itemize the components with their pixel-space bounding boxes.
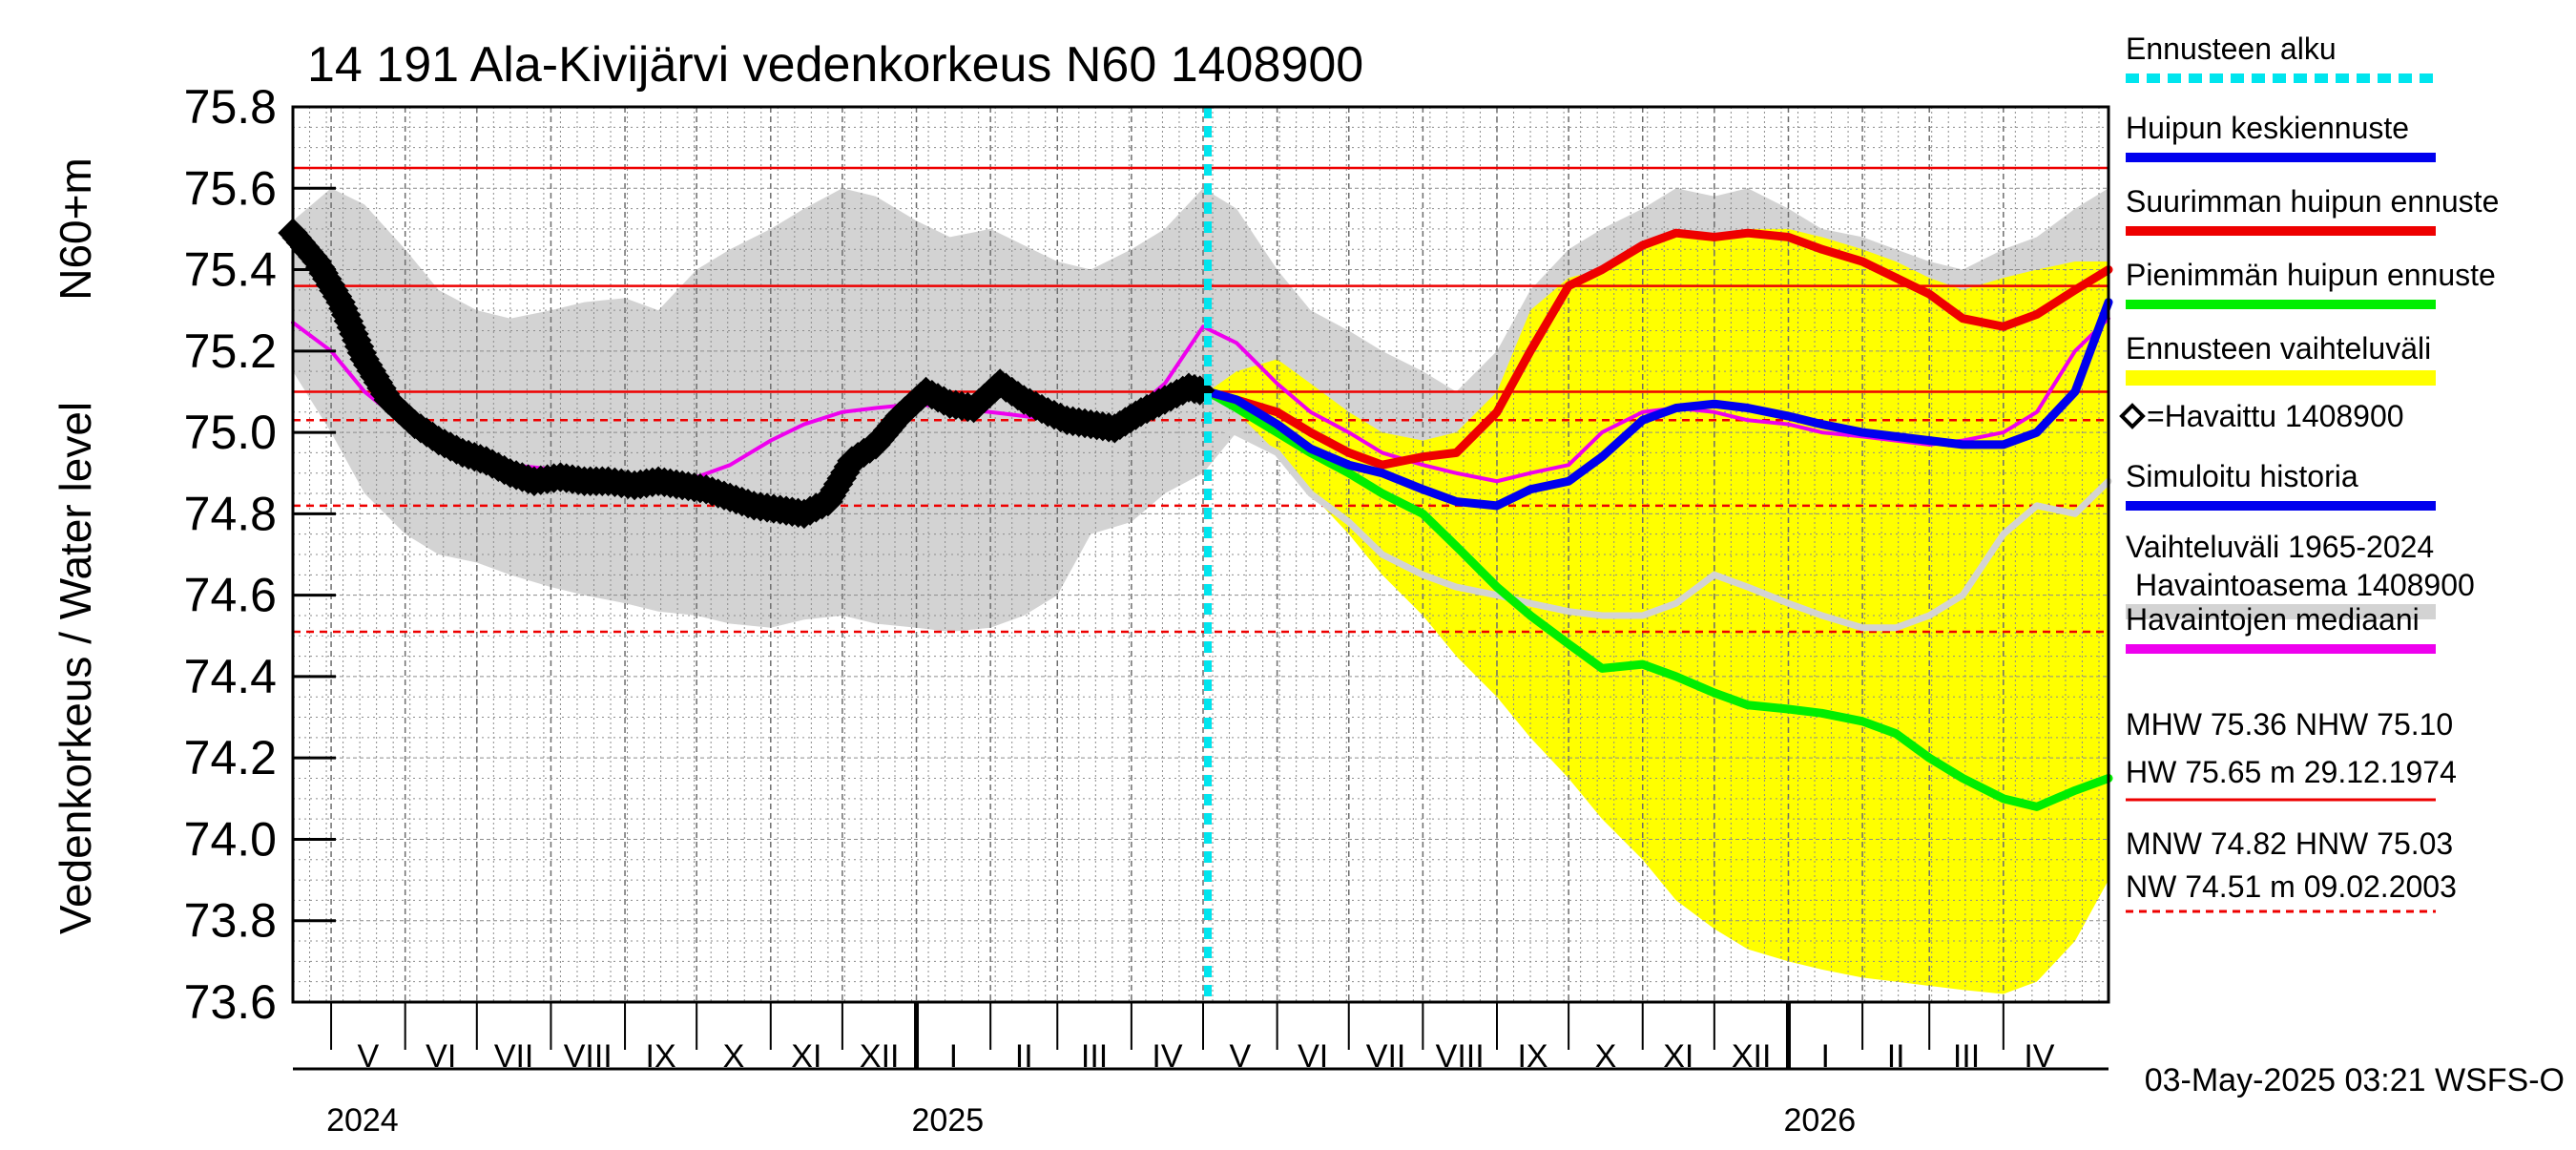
series-historical-min-trace xyxy=(1204,421,2112,632)
legend-label: Vaihteluväli 1965-2024 xyxy=(2126,530,2434,564)
x-month-label: I xyxy=(949,1038,958,1075)
x-month-label: VII xyxy=(494,1038,534,1075)
y-tick-label: 74.8 xyxy=(184,487,277,540)
x-month-label: XII xyxy=(860,1038,900,1075)
legend-label: Suurimman huipun ennuste xyxy=(2126,184,2499,219)
x-month-label: II xyxy=(1015,1038,1033,1075)
legend-label: Havaintojen mediaani xyxy=(2126,602,2420,637)
legend-label: Huipun keskiennuste xyxy=(2126,111,2409,145)
x-year-label: 2025 xyxy=(912,1102,985,1139)
y-tick-label: 74.4 xyxy=(184,650,277,703)
y-tick-label: 75.6 xyxy=(184,161,277,215)
x-month-label: X xyxy=(723,1038,745,1075)
x-month-label: IV xyxy=(2024,1038,2054,1075)
plot-frame xyxy=(291,105,2110,1004)
y-tick-label: 74.2 xyxy=(184,731,277,784)
axes: 73.6 73.8 74.0 74.2 74.4 74.6 74.8 75.0 75.2 75.4… xyxy=(184,80,2110,1139)
legend-label: Havaintoasema 1408900 xyxy=(2135,568,2475,602)
stats-low-2: NW 74.51 m 09.02.2003 xyxy=(2126,869,2457,904)
legend-label: Pienimmän huipun ennuste xyxy=(2126,258,2496,292)
x-month-label: V xyxy=(1229,1038,1251,1075)
x-month-label: I xyxy=(1821,1038,1830,1075)
y-tick-label: 75.0 xyxy=(184,406,277,459)
series-min-peak-forecast xyxy=(1203,387,2113,811)
legend-label: Simuloitu historia xyxy=(2126,459,2358,493)
y-tick-label: 75.4 xyxy=(184,243,277,297)
legend-observed-marker xyxy=(2119,403,2146,429)
y-axis-title: Vedenkorkeus / Water level xyxy=(51,402,100,934)
x-month-label: XI xyxy=(791,1038,821,1075)
x-month-label: VII xyxy=(1366,1038,1406,1075)
x-month-label: XI xyxy=(1663,1038,1693,1075)
footer-timestamp: 03-May-2025 03:21 WSFS-O xyxy=(2145,1062,2565,1098)
y-tick-label: 73.6 xyxy=(184,975,277,1029)
legend-label: =Havaittu 1408900 xyxy=(2147,399,2404,433)
y-tick-label: 74.0 xyxy=(184,812,277,866)
x-month-label: II xyxy=(1887,1038,1905,1075)
y-tick-label: 75.2 xyxy=(184,324,277,378)
x-month-label: III xyxy=(1953,1038,1980,1075)
series-mean-peak-forecast xyxy=(1203,298,2113,511)
x-month-label: VI xyxy=(426,1038,456,1075)
x-month-label: VIII xyxy=(564,1038,613,1075)
x-month-label: IX xyxy=(1517,1038,1548,1075)
x-month-label: III xyxy=(1081,1038,1108,1075)
x-month-label: VI xyxy=(1298,1038,1328,1075)
stats-high-2: HW 75.65 m 29.12.1974 xyxy=(2126,755,2457,789)
x-month-label: V xyxy=(358,1038,380,1075)
series-max-peak-forecast xyxy=(1203,228,2113,470)
legend-label: Ennusteen vaihteluväli xyxy=(2126,331,2431,366)
plot-area xyxy=(278,106,2113,1003)
y-tick-label: 75.8 xyxy=(184,80,277,134)
legend-label: Ennusteen alku xyxy=(2126,31,2337,66)
stats-low-1: MNW 74.82 HNW 75.03 xyxy=(2126,826,2453,861)
x-month-label: IV xyxy=(1152,1038,1182,1075)
x-month-label: XII xyxy=(1732,1038,1772,1075)
legend: Ennusteen alku Huipun keskiennuste Suurimm… xyxy=(2119,31,2499,913)
x-year-label: 2026 xyxy=(1783,1102,1856,1139)
x-month-label: IX xyxy=(646,1038,676,1075)
x-year-label: 2024 xyxy=(326,1102,399,1139)
chart-title: 14 191 Ala-Kivijärvi vedenkorkeus N60 14… xyxy=(307,37,1363,93)
x-month-label: X xyxy=(1595,1038,1617,1075)
y-axis-unit: N60+m xyxy=(51,157,100,301)
x-month-label: VIII xyxy=(1436,1038,1485,1075)
stats-high-1: MHW 75.36 NHW 75.10 xyxy=(2126,707,2453,742)
y-tick-label: 74.6 xyxy=(184,569,277,622)
y-tick-label: 73.8 xyxy=(184,894,277,948)
